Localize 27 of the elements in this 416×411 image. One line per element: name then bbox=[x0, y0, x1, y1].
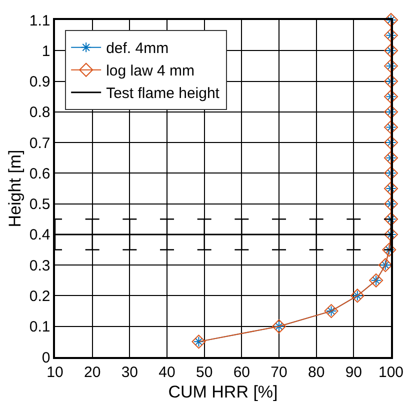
y-tick-label: 0.6 bbox=[29, 165, 50, 182]
y-tick-label: 0.3 bbox=[29, 257, 50, 274]
x-tick-label: 10 bbox=[46, 364, 64, 381]
y-tick-label: 1 bbox=[42, 42, 50, 60]
y-tick-label: 0.1 bbox=[29, 318, 50, 336]
y-tick-label: 0.8 bbox=[29, 104, 50, 122]
y-tick-label: 0.7 bbox=[29, 134, 50, 152]
y-tick-label: 0.9 bbox=[29, 74, 50, 91]
y-tick-label: 0.5 bbox=[29, 196, 50, 214]
x-tick-label: 50 bbox=[196, 364, 213, 381]
x-axis-title: CUM HRR [%] bbox=[168, 382, 278, 402]
x-tick-label: 40 bbox=[158, 364, 176, 381]
y-tick-label: 0.4 bbox=[29, 226, 50, 244]
x-tick-label: 20 bbox=[84, 364, 101, 381]
y-axis-title: Height [m] bbox=[5, 150, 24, 228]
legend-label: Test flame height bbox=[106, 85, 220, 102]
y-tick-label: 0.2 bbox=[29, 288, 50, 305]
x-tick-label: 60 bbox=[233, 364, 250, 381]
y-tick-label: 1.1 bbox=[29, 12, 50, 30]
x-tick-label: 30 bbox=[121, 364, 138, 381]
x-tick-label: 70 bbox=[270, 364, 288, 381]
y-tick-label: 0 bbox=[42, 349, 50, 366]
legend-label: log law 4 mm bbox=[106, 62, 194, 80]
legend-label: def. 4mm bbox=[106, 40, 169, 58]
x-tick-label: 90 bbox=[345, 364, 362, 381]
x-tick-label: 100 bbox=[378, 364, 404, 381]
x-tick-label: 80 bbox=[308, 364, 325, 381]
